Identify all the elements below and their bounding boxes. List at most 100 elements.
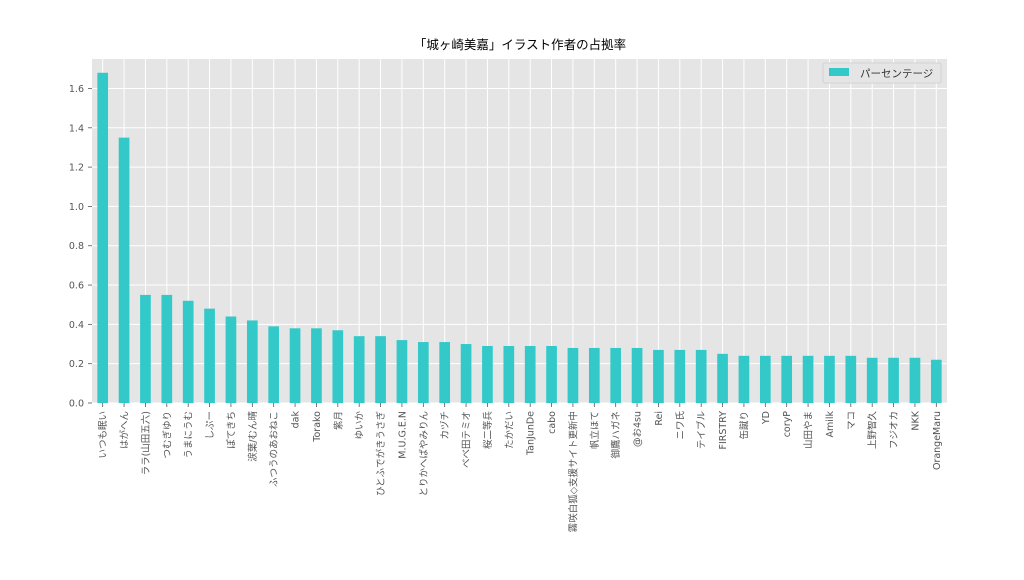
- x-tick-label: TanJunDe: [526, 411, 537, 456]
- bar: [482, 345, 493, 403]
- bar: [695, 349, 707, 403]
- x-tick-label: しぷー: [205, 411, 216, 440]
- x-tick-label: うまにうむ: [184, 411, 195, 459]
- x-tick-label: 帆立ほて: [589, 411, 601, 449]
- x-tick-label: 上野智久: [867, 411, 879, 450]
- bar: [140, 294, 151, 403]
- bar: [332, 330, 344, 403]
- bar: [653, 349, 664, 403]
- bar: [802, 355, 814, 403]
- x-tick-label: 山田やま: [804, 411, 815, 449]
- x-axis-ticks: いつも眠い はがへん ララ(山田五六) つむぎゆり うまにうむ しぷー ぽてきち 涙葉/むん晴…: [98, 403, 943, 532]
- x-tick-label: つむぎゆり: [161, 411, 173, 459]
- x-tick-label: 紫月: [333, 411, 344, 430]
- bar: [118, 137, 130, 403]
- x-tick-label: ゆいか: [355, 411, 366, 440]
- x-tick-label: OrangeMaru: [932, 411, 943, 470]
- x-tick-label: coryP: [782, 411, 793, 438]
- x-tick-label: 霧咲白狐◇支援サイト更新中: [567, 411, 579, 532]
- bar: [610, 347, 622, 403]
- y-tick-label: 1.2: [69, 163, 84, 174]
- x-tick-label: とりかへばやみりん: [419, 411, 430, 497]
- bar: [97, 72, 109, 403]
- y-tick-label: 0.0: [69, 399, 84, 410]
- x-tick-label: cabo: [547, 411, 558, 434]
- bar: [717, 353, 728, 403]
- x-tick-label: ひとふでがきうさぎ: [375, 411, 387, 497]
- plot-area: [92, 59, 947, 403]
- x-tick-label: ふつうのあおねこ: [269, 411, 280, 487]
- x-tick-label: テイブル: [696, 411, 708, 450]
- x-tick-label: いつも眠い: [98, 411, 109, 459]
- bar: [866, 357, 878, 403]
- bar: [353, 336, 365, 403]
- x-tick-label: @お4su: [633, 411, 644, 447]
- x-tick-label: Torako: [312, 411, 323, 443]
- y-tick-label: 0.2: [69, 359, 84, 370]
- legend-box: [822, 62, 942, 84]
- bars: [97, 72, 942, 403]
- bar: [588, 347, 600, 403]
- x-tick-label: Amilk: [825, 411, 836, 438]
- x-tick-label: M.U.G.E.N: [397, 411, 408, 459]
- x-tick-label: たかだい: [504, 411, 515, 449]
- x-tick-label: 缶蹴り: [738, 411, 750, 440]
- bar: [268, 326, 280, 403]
- bar: [289, 328, 301, 403]
- bar: [246, 320, 258, 403]
- bar: [631, 347, 643, 403]
- x-tick-label: Rei: [654, 411, 665, 426]
- y-axis-ticks: 0.0 0.2 0.4 0.6 0.8 1.0 1.2 1.4 1.6: [69, 84, 92, 410]
- bar: [781, 355, 793, 403]
- x-tick-label: カヅチ: [440, 411, 451, 440]
- bar: [930, 359, 942, 403]
- bar: [311, 328, 322, 403]
- bar: [417, 342, 429, 403]
- x-tick-label: dak: [291, 411, 302, 429]
- legend-label: パーセンテージ: [860, 68, 933, 80]
- bar: [439, 342, 451, 403]
- bar: [845, 355, 857, 403]
- x-tick-label: ぽてきち: [226, 411, 237, 449]
- chart-title: 「城ヶ崎美嘉」イラスト作者の占拠率: [414, 37, 626, 52]
- legend-swatch: [829, 68, 849, 76]
- x-tick-label: フジオカ: [889, 411, 900, 449]
- bar: [161, 294, 173, 403]
- y-tick-label: 0.8: [69, 241, 84, 252]
- bar: [824, 355, 835, 403]
- bar: [567, 347, 579, 403]
- x-tick-label: べべ田テミオ: [462, 411, 473, 468]
- x-tick-label: 涙葉/むん晴: [247, 411, 259, 462]
- bar: [524, 345, 536, 403]
- x-tick-label: マコ: [846, 411, 857, 430]
- x-tick-label: 桜二等兵: [482, 411, 494, 450]
- x-tick-label: はがへん: [119, 411, 131, 449]
- x-tick-label: NKK: [910, 410, 921, 430]
- x-tick-label: ララ(山田五六): [140, 411, 152, 475]
- bar: [225, 316, 237, 403]
- legend: パーセンテージ: [822, 62, 942, 84]
- bar: [182, 300, 194, 403]
- y-tick-label: 1.4: [69, 123, 84, 134]
- bar: [759, 355, 771, 403]
- bar: [738, 355, 750, 403]
- bar: [909, 357, 921, 403]
- x-tick-label: ニワ氏: [675, 411, 686, 440]
- bar: [888, 357, 899, 403]
- x-tick-label: YD: [761, 411, 772, 425]
- bar: [503, 345, 515, 403]
- bar: [460, 344, 472, 403]
- bar: [204, 308, 215, 403]
- bar: [375, 336, 386, 403]
- bar: [674, 349, 686, 403]
- x-tick-label: 御鷹ハガネ: [610, 411, 622, 459]
- y-tick-label: 0.4: [69, 320, 84, 331]
- bar: [546, 345, 557, 403]
- y-tick-label: 1.6: [69, 84, 84, 95]
- x-tick-label: FIRSTRY: [718, 411, 729, 450]
- y-tick-label: 1.0: [69, 202, 84, 213]
- bar: [396, 340, 408, 403]
- y-tick-label: 0.6: [69, 281, 84, 292]
